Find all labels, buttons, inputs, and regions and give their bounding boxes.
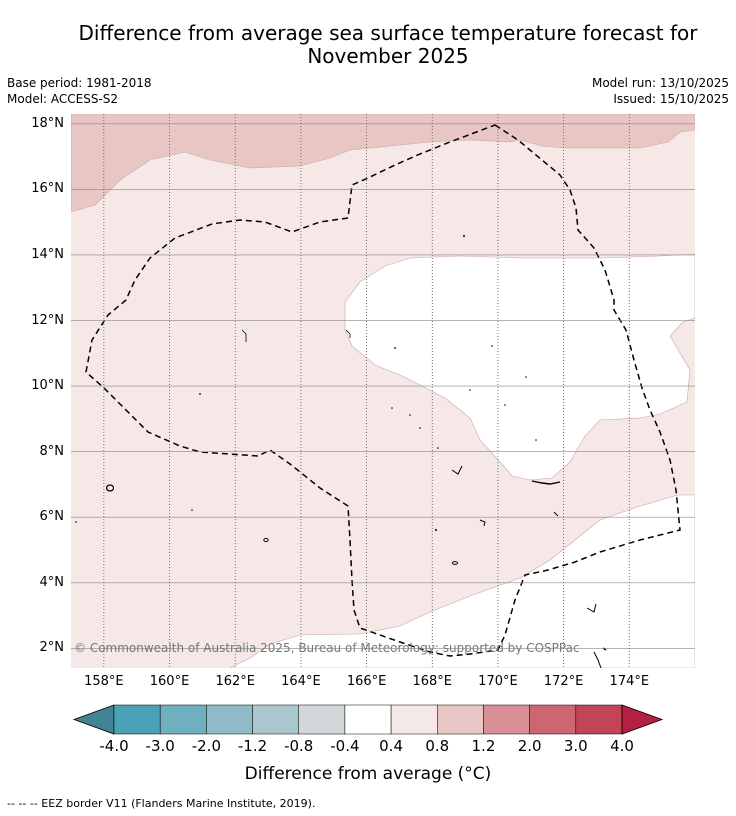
colorbar-tick-label: -2.0 [191, 737, 221, 755]
lon-label: 164°E [281, 674, 321, 689]
sst-band-neutral-east [344, 253, 695, 481]
island [199, 393, 201, 395]
lon-label: 174°E [609, 674, 650, 689]
title-line-2: November 2025 [307, 44, 469, 68]
lon-label: 170°E [478, 674, 518, 689]
colorbar-tick-label: -4.0 [99, 737, 129, 755]
island [463, 235, 465, 237]
lat-label: 14°N [31, 246, 64, 262]
island [525, 376, 527, 378]
eez-border [85, 124, 681, 657]
island [437, 447, 439, 449]
colorbar-tick-label: 3.0 [563, 737, 588, 755]
island [504, 404, 506, 406]
island [409, 414, 411, 416]
colorbar-segment [113, 704, 161, 735]
colorbar-tick-label: 1.2 [471, 737, 496, 755]
island [479, 519, 486, 527]
island [452, 561, 458, 565]
colorbar-segment [206, 704, 253, 735]
lon-label: 158°E [84, 674, 124, 689]
island [191, 509, 193, 511]
island [391, 407, 393, 409]
island [491, 345, 493, 347]
island [435, 529, 437, 531]
lat-label: 18°N [31, 115, 64, 131]
lon-label: 168°E [412, 674, 453, 689]
chart-title: Difference from average sea surface temp… [40, 22, 736, 68]
island [105, 484, 115, 492]
lat-label: 10°N [31, 378, 64, 394]
lat-label: 8°N [39, 443, 65, 459]
issued-date: Issued: 15/10/2025 [613, 92, 729, 106]
colorbar-segment [159, 704, 207, 735]
title-line-1: Difference from average sea surface temp… [78, 21, 698, 45]
island [531, 480, 561, 485]
island [451, 465, 463, 475]
model-run: Model run: 13/10/2025 [591, 76, 729, 90]
sst-band-neutral-south [229, 494, 695, 668]
lat-label: 2°N [39, 640, 65, 656]
island [469, 389, 471, 391]
colorbar-extend-low [72, 704, 115, 735]
lat-label: 6°N [39, 509, 65, 525]
colorbar-tick-label: -3.0 [145, 737, 175, 755]
colorbar-segment [483, 704, 530, 735]
sst-band-0.8-1.2 [71, 114, 695, 213]
island [263, 537, 269, 543]
model-name: Model: ACCESS-S2 [7, 92, 119, 106]
island [535, 439, 537, 441]
colorbar-segment [344, 704, 392, 735]
lon-label: 160°E [149, 674, 190, 689]
island [394, 347, 396, 349]
lat-label: 4°N [39, 574, 65, 590]
island [553, 511, 559, 517]
island [593, 651, 602, 668]
meta-left: Base period: 1981-2018 Model: ACCESS-S2 [7, 75, 152, 107]
colorbar-segment [575, 704, 623, 735]
colorbar-tick-label: 2.0 [517, 737, 542, 755]
meta-right: Model run: 13/10/2025 Issued: 15/10/2025 [592, 75, 729, 107]
lat-label: 12°N [31, 312, 64, 328]
island [241, 329, 247, 342]
colorbar-tick-label: -0.8 [284, 737, 314, 755]
eez-footnote: -- -- -- EEZ border V11 (Flanders Marine… [7, 797, 316, 810]
island [75, 521, 77, 523]
colorbar-segment [437, 704, 484, 735]
island [345, 329, 351, 338]
lon-label: 172°E [543, 674, 584, 689]
colorbar-tick-label: 4.0 [610, 737, 634, 755]
base-period: Base period: 1981-2018 [7, 76, 152, 90]
colorbar-segment [390, 704, 438, 735]
lon-label: 162°E [215, 674, 255, 689]
island [419, 427, 421, 429]
colorbar-title: Difference from average (°C) [244, 764, 492, 784]
lon-label: 166°E [346, 674, 387, 689]
colorbar [72, 704, 664, 735]
copyright-notice: © Commonwealth of Australia 2025, Bureau… [74, 641, 580, 655]
island [586, 603, 597, 613]
colorbar-segment [529, 704, 577, 735]
colorbar-segment [298, 704, 346, 735]
colorbar-segment [252, 704, 299, 735]
lat-label: 16°N [31, 181, 64, 197]
colorbar-extend-high [621, 704, 664, 735]
colorbar-tick-label: 0.4 [379, 737, 403, 755]
colorbar-tick-label: -1.2 [237, 737, 268, 755]
graticule [71, 114, 695, 668]
colorbar-tick-label: 0.8 [425, 737, 450, 755]
colorbar-tick-label: -0.4 [330, 737, 360, 755]
